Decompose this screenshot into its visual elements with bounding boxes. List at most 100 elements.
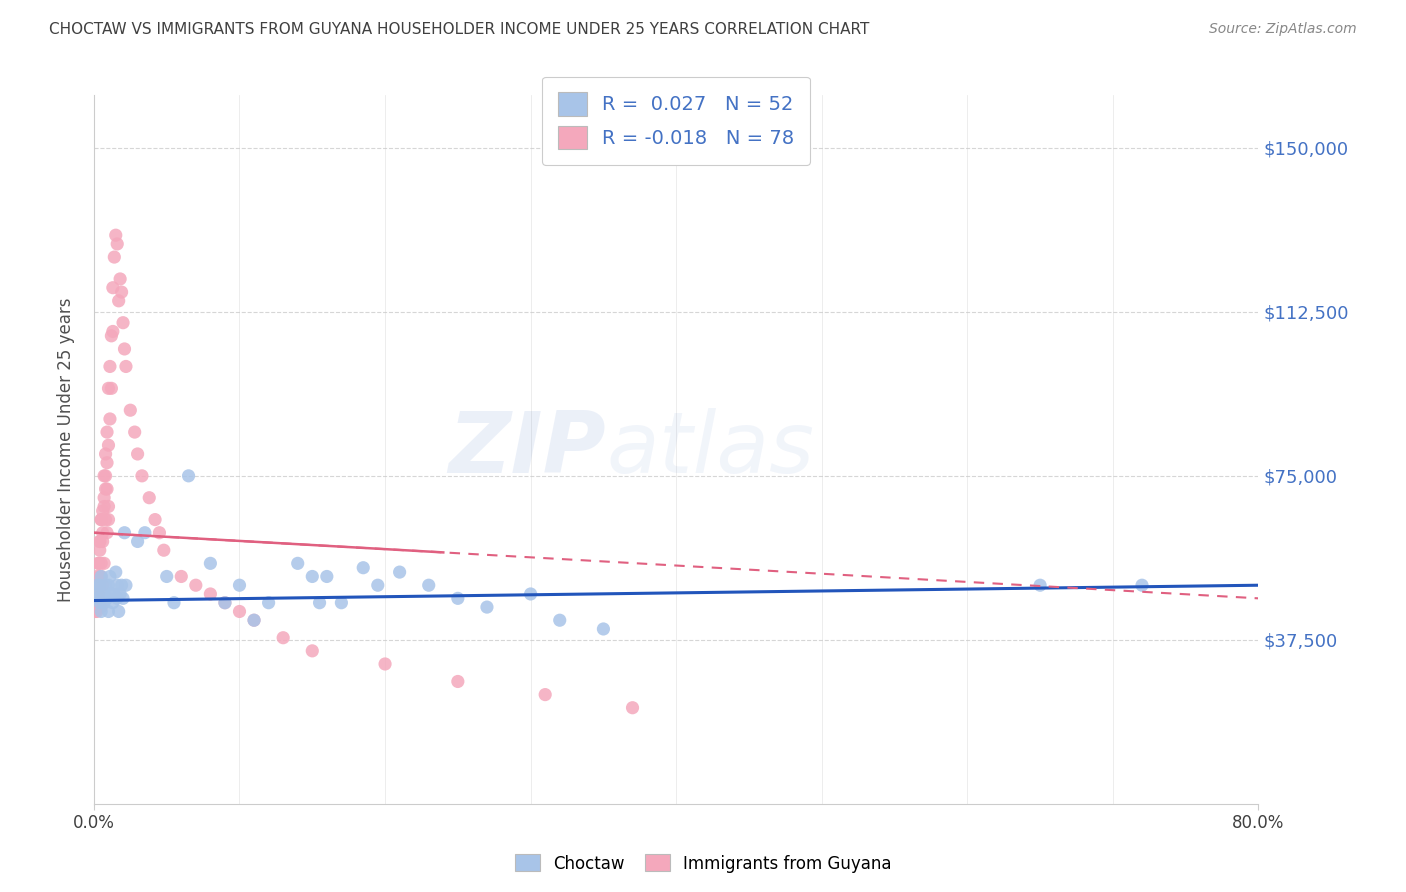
- Point: [228, 578, 250, 592]
- Point: [90, 569, 112, 583]
- Point: [96, 425, 118, 439]
- Text: ZIP: ZIP: [449, 408, 606, 491]
- Point: [98, 412, 121, 426]
- Point: [153, 543, 176, 558]
- Point: [127, 447, 149, 461]
- Point: [87, 587, 110, 601]
- Point: [90, 569, 112, 583]
- Point: [100, 328, 122, 343]
- Point: [257, 596, 280, 610]
- Point: [148, 525, 170, 540]
- Point: [84, 578, 107, 592]
- Point: [548, 613, 571, 627]
- Point: [170, 569, 193, 583]
- Point: [177, 468, 200, 483]
- Point: [330, 596, 353, 610]
- Point: [89, 543, 111, 558]
- Point: [89, 578, 111, 592]
- Point: [163, 596, 186, 610]
- Point: [315, 569, 337, 583]
- Point: [94, 468, 117, 483]
- Point: [243, 613, 266, 627]
- Point: [447, 591, 470, 606]
- Point: [97, 438, 120, 452]
- Point: [447, 674, 470, 689]
- Point: [104, 565, 127, 579]
- Point: [271, 631, 294, 645]
- Point: [98, 359, 121, 374]
- Point: [90, 513, 112, 527]
- Point: [103, 250, 125, 264]
- Point: [301, 569, 323, 583]
- Point: [214, 596, 236, 610]
- Point: [89, 596, 111, 610]
- Point: [87, 591, 110, 606]
- Point: [91, 578, 114, 592]
- Point: [90, 605, 112, 619]
- Point: [101, 325, 124, 339]
- Point: [243, 613, 266, 627]
- Point: [84, 591, 107, 606]
- Point: [86, 569, 108, 583]
- Point: [94, 447, 117, 461]
- Point: [112, 591, 135, 606]
- Point: [184, 578, 207, 592]
- Point: [91, 534, 114, 549]
- Point: [108, 272, 131, 286]
- Point: [120, 403, 142, 417]
- Point: [110, 285, 132, 299]
- Point: [100, 587, 122, 601]
- Point: [131, 468, 153, 483]
- Point: [93, 557, 115, 571]
- Point: [87, 587, 110, 601]
- Point: [114, 342, 136, 356]
- Point: [100, 381, 122, 395]
- Point: [418, 578, 440, 592]
- Point: [89, 534, 111, 549]
- Point: [87, 557, 110, 571]
- Point: [104, 228, 127, 243]
- Point: [89, 569, 111, 583]
- Point: [534, 688, 557, 702]
- Point: [367, 578, 389, 592]
- Point: [97, 500, 120, 514]
- Point: [214, 596, 236, 610]
- Point: [96, 591, 118, 606]
- Point: [91, 504, 114, 518]
- Point: [94, 482, 117, 496]
- Point: [93, 596, 115, 610]
- Point: [86, 587, 108, 601]
- Point: [101, 596, 124, 610]
- Point: [86, 591, 108, 606]
- Point: [374, 657, 396, 671]
- Point: [107, 293, 129, 308]
- Point: [96, 456, 118, 470]
- Point: [110, 578, 132, 592]
- Point: [308, 596, 330, 610]
- Point: [90, 557, 112, 571]
- Point: [107, 605, 129, 619]
- Point: [105, 591, 128, 606]
- Point: [1029, 578, 1052, 592]
- Point: [200, 557, 222, 571]
- Point: [228, 605, 250, 619]
- Point: [97, 578, 120, 592]
- Legend: Choctaw, Immigrants from Guyana: Choctaw, Immigrants from Guyana: [508, 847, 898, 880]
- Point: [86, 578, 108, 592]
- Point: [96, 482, 118, 496]
- Y-axis label: Householder Income Under 25 years: Householder Income Under 25 years: [58, 297, 75, 602]
- Text: atlas: atlas: [606, 408, 814, 491]
- Text: Source: ZipAtlas.com: Source: ZipAtlas.com: [1209, 22, 1357, 37]
- Point: [115, 359, 138, 374]
- Point: [90, 513, 112, 527]
- Point: [97, 381, 120, 395]
- Point: [87, 587, 110, 601]
- Point: [200, 587, 222, 601]
- Point: [91, 525, 114, 540]
- Point: [105, 236, 128, 251]
- Point: [108, 587, 131, 601]
- Point: [84, 605, 107, 619]
- Point: [93, 491, 115, 505]
- Point: [143, 513, 166, 527]
- Point: [87, 557, 110, 571]
